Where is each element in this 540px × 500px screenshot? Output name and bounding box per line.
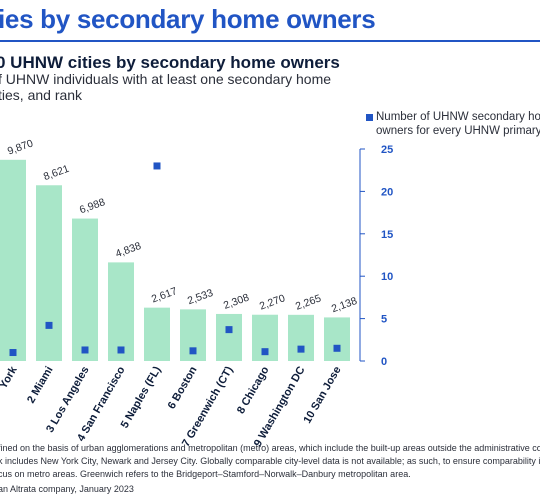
bar-value-label: 2,308 [222,291,251,311]
category-label: 10 San Jose [301,365,343,426]
bar-value-label: 4,838 [114,240,143,260]
bar-value-label: 8,621 [42,163,71,183]
source-note: an Altrata company, January 2023 [0,484,134,494]
bar-value-label: 2,270 [258,292,287,312]
bar-value-label: 6,988 [78,196,107,216]
bar-value-label: 2,138 [330,295,359,315]
category-label: 2 Miami [25,365,56,406]
legend-marker-swatch [366,114,373,121]
ratio-marker [81,346,89,354]
ratio-marker [225,326,233,334]
footnote-line-1: fined on the basis of urban agglomeratio… [0,443,540,453]
right-axis-tick-label: 5 [381,314,387,326]
footnote-line-3: cus on metro areas. Greenwich refers to … [0,469,411,479]
footnote-line-2: k includes New York City, Newark and Jer… [0,456,540,466]
right-axis-tick-label: 25 [381,144,393,156]
right-axis-tick-label: 20 [381,186,393,198]
right-axis-tick-label: 15 [381,229,393,241]
ratio-marker [261,348,269,356]
ratio-marker [189,347,197,355]
ratio-marker [117,346,125,354]
page-title: ies by secondary home owners [0,4,376,34]
legend-label-line-2: owners for every UHNW primary [376,125,540,137]
bar [0,159,26,361]
title-divider [0,40,540,42]
ratio-marker [9,349,17,357]
bar-value-label: 2,533 [186,287,215,307]
bar-value-label: 9,870 [6,137,35,157]
bar [72,218,98,361]
category-label: York [0,364,20,391]
bar [144,307,170,361]
ratio-marker [333,344,341,352]
category-label: 6 Boston [166,364,200,411]
legend-label-line-1: Number of UHNW secondary ho [376,111,540,123]
bar [108,262,134,361]
bar [324,317,350,361]
bar-value-label: 2,265 [294,292,323,312]
bar [288,314,314,361]
ratio-marker [45,321,53,329]
bar [36,185,62,361]
right-axis-tick-label: 0 [381,356,387,368]
chart-title: 0 UHNW cities by secondary home owners [0,53,340,72]
category-label: 8 Chicago [235,364,272,416]
bar [216,313,242,361]
bar-value-label: 2,617 [150,285,179,305]
chart-subtitle-line-1: f UHNW individuals with at least one sec… [0,71,332,87]
ratio-marker [297,345,305,353]
chart-subtitle-line-2: ties, and rank [0,87,83,103]
ratio-marker [153,162,161,170]
right-axis-tick-label: 10 [381,271,393,283]
